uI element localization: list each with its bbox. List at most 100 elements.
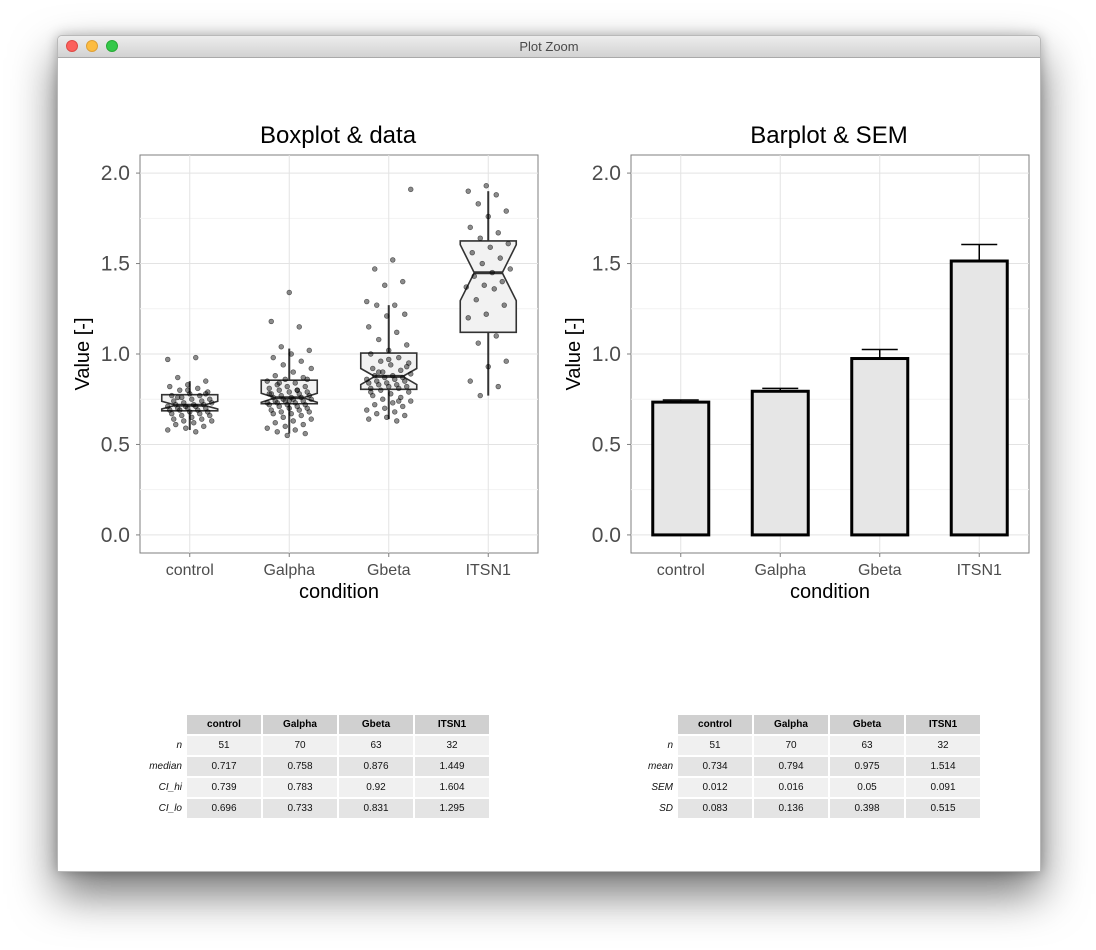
- data-point: [404, 363, 410, 370]
- table-column-header: control: [678, 715, 752, 734]
- data-point: [465, 188, 471, 194]
- x-tick-label: Galpha: [754, 562, 806, 579]
- data-point: [185, 387, 191, 393]
- table-cell: 0.05: [830, 778, 904, 797]
- table-cell: 51: [187, 736, 261, 755]
- table-cell: 0.016: [754, 778, 828, 797]
- data-point: [266, 385, 272, 392]
- data-point: [177, 407, 183, 413]
- data-point: [392, 409, 398, 415]
- data-point: [382, 282, 388, 288]
- data-point: [177, 387, 183, 393]
- table-row-label: SEM: [651, 782, 673, 793]
- data-point: [491, 286, 497, 292]
- x-tick-label: control: [166, 562, 214, 579]
- table-cell: 63: [339, 736, 413, 755]
- boxplot-chart: Boxplot & data 0.0 0.5 1.0 1.5 2.0 control Ga…: [72, 122, 539, 603]
- data-point: [465, 315, 471, 321]
- data-point: [402, 378, 408, 384]
- table-cell: 0.083: [678, 799, 752, 818]
- data-point: [366, 380, 372, 386]
- x-tick-label: ITSN1: [957, 562, 1002, 579]
- data-point: [284, 432, 290, 439]
- data-point: [197, 392, 203, 399]
- table-cell: 0.717: [187, 757, 261, 776]
- data-point: [364, 407, 370, 413]
- data-point: [493, 192, 499, 198]
- data-point: [384, 313, 390, 319]
- data-point: [396, 385, 402, 392]
- data-point: [392, 376, 398, 383]
- data-point: [280, 414, 286, 421]
- data-point: [189, 396, 195, 402]
- barplot-x-label: condition: [790, 581, 870, 603]
- data-point: [308, 365, 314, 372]
- data-point: [272, 373, 278, 379]
- bar: [750, 389, 810, 537]
- data-point: [380, 369, 386, 375]
- table-header-row: control Galpha Gbeta ITSN1: [142, 715, 489, 734]
- data-point: [402, 412, 408, 419]
- window-title: Plot Zoom: [519, 39, 579, 54]
- data-point: [274, 429, 280, 435]
- table-cell: 1.604: [415, 778, 489, 797]
- data-point: [288, 351, 294, 357]
- minimize-button[interactable]: [86, 40, 98, 52]
- table-cell: 0.876: [339, 757, 413, 776]
- data-point: [171, 416, 177, 422]
- table-cell: 0.733: [263, 799, 337, 818]
- notched-box: [459, 240, 518, 334]
- data-point: [408, 398, 414, 404]
- data-point: [366, 416, 372, 422]
- data-point: [392, 302, 398, 308]
- data-point: [173, 421, 179, 428]
- table-cell: 0.975: [830, 757, 904, 776]
- data-point: [374, 411, 380, 417]
- data-point: [463, 284, 469, 290]
- data-point: [179, 412, 185, 419]
- title-bar[interactable]: Plot Zoom: [58, 36, 1040, 58]
- data-point: [495, 230, 501, 236]
- maximize-button[interactable]: [106, 40, 118, 52]
- data-point: [165, 427, 171, 433]
- data-point: [169, 392, 175, 399]
- table-cell: 63: [830, 736, 904, 755]
- data-point: [376, 336, 382, 343]
- data-point: [193, 429, 199, 435]
- data-point: [209, 418, 215, 424]
- data-point: [207, 412, 213, 419]
- data-point: [394, 329, 400, 335]
- data-point: [505, 240, 511, 247]
- data-point: [189, 414, 195, 421]
- data-point: [481, 282, 487, 288]
- data-point: [185, 382, 191, 388]
- table-column-header: Gbeta: [830, 715, 904, 734]
- y-tick-label: 1.5: [101, 253, 130, 276]
- table-cell: 51: [678, 736, 752, 755]
- data-point: [469, 249, 475, 256]
- bar: [850, 357, 910, 537]
- data-point: [388, 362, 394, 368]
- data-point: [308, 396, 314, 402]
- data-point: [382, 405, 388, 411]
- close-button[interactable]: [66, 40, 78, 52]
- barplot-marks: [651, 243, 1009, 537]
- data-point: [302, 383, 308, 390]
- data-point: [475, 340, 481, 346]
- table-row: SD 0.083 0.136 0.398 0.515: [633, 799, 980, 818]
- table-column-header: Galpha: [263, 715, 337, 734]
- data-point: [489, 269, 495, 276]
- table-row: median 0.717 0.758 0.876 1.449: [142, 757, 489, 776]
- data-point: [276, 380, 282, 386]
- data-point: [191, 420, 197, 426]
- table-cell: 0.091: [906, 778, 980, 797]
- table-cell: 1.295: [415, 799, 489, 818]
- data-point: [266, 401, 272, 408]
- data-point: [477, 392, 483, 399]
- table-row: CI_hi 0.739 0.783 0.92 1.604: [142, 778, 489, 797]
- data-point: [364, 298, 370, 305]
- table-corner: [633, 715, 676, 734]
- table-cell: 32: [906, 736, 980, 755]
- data-point: [286, 398, 292, 404]
- data-point: [368, 389, 374, 395]
